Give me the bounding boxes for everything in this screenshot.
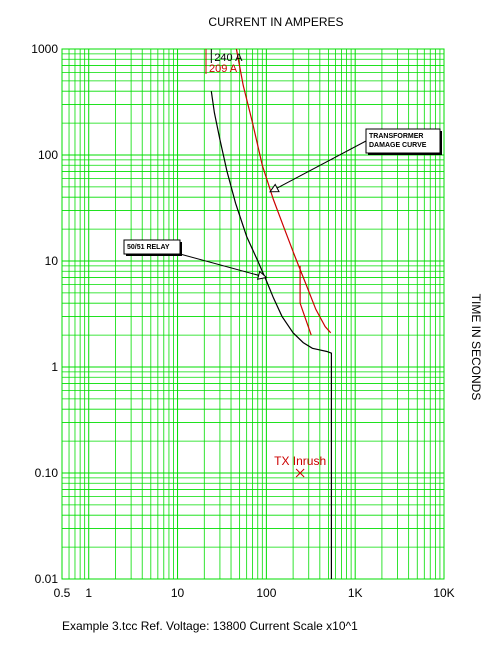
pickup-label: 209 A [209, 63, 238, 75]
inrush-marker [295, 468, 305, 478]
callout-leader [179, 253, 267, 278]
inrush-label: TX Inrush [274, 454, 326, 468]
grid-lines [61, 49, 444, 580]
y-tick-label: 10 [45, 254, 59, 268]
chart-title: CURRENT IN AMPERES [208, 15, 343, 29]
callout-arrowhead [269, 183, 280, 193]
callout-box [365, 128, 441, 154]
x-tick-label: 0.5 [54, 586, 71, 600]
series-line-relay [210, 91, 332, 579]
plot-frame [61, 48, 445, 580]
x-tick-label: 100 [256, 586, 276, 600]
callout-text: DAMAGE CURVE [369, 142, 427, 149]
y-axis-label: TIME IN SECONDS [469, 294, 483, 401]
x-tick-label: 1 [85, 586, 92, 600]
callout-arrowhead [256, 270, 268, 280]
y-tick-label: 1000 [31, 42, 58, 56]
x-tick-label: 10K [433, 586, 454, 600]
callout-text: 50/51 RELAY [127, 244, 170, 251]
x-tick-label: 10 [171, 586, 185, 600]
series-line-transformer_damage [235, 48, 332, 334]
callout-leader [269, 140, 367, 193]
y-tick-label: 0.10 [35, 466, 59, 480]
footer-text: Example 3.tcc Ref. Voltage: 13800 Curren… [62, 619, 358, 633]
curves: TX Inrush [210, 48, 332, 579]
y-tick-label: 0.01 [35, 572, 59, 586]
pickup-label: 240 A [214, 52, 243, 64]
series-line-transformer_damage_lower [299, 265, 312, 336]
callout-text: TRANSFORMER [369, 133, 423, 140]
tick-labels: 0.5 1 10 100 1K 10K 1000 100 10 1 0.10 0.01 [31, 42, 454, 600]
y-tick-label: 1 [51, 360, 58, 374]
y-tick-label: 100 [38, 148, 58, 162]
callout-box [123, 239, 181, 255]
x-tick-label: 1K [348, 586, 363, 600]
